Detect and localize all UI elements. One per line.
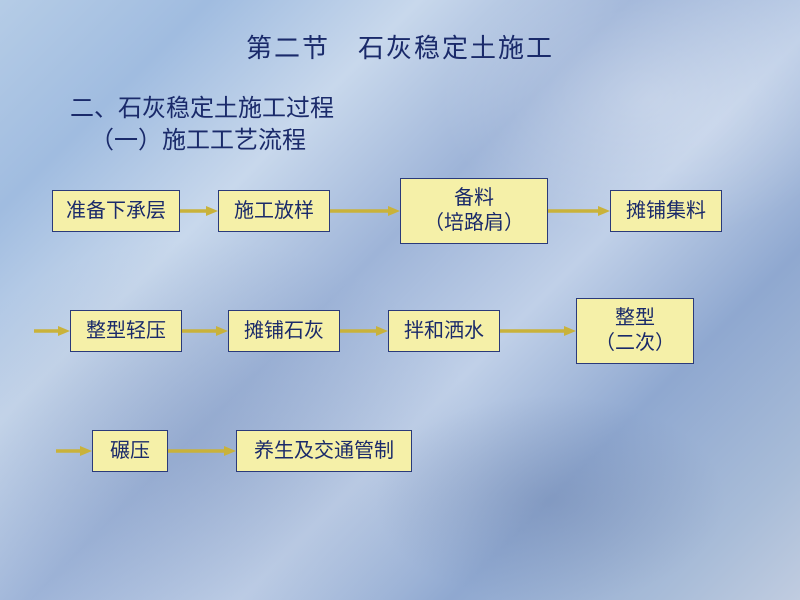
flow-node-n10: 养生及交通管制 xyxy=(236,430,412,472)
flow-arrow-6 xyxy=(498,321,578,341)
flow-node-n4: 摊铺集料 xyxy=(610,190,722,232)
flow-arrow-5 xyxy=(338,321,390,341)
flow-node-n7: 拌和洒水 xyxy=(388,310,500,352)
flow-arrow-4 xyxy=(180,321,230,341)
flow-node-n2: 施工放样 xyxy=(218,190,330,232)
flow-arrow-1 xyxy=(328,201,402,221)
flow-arrow-3 xyxy=(32,321,72,341)
section-heading-2: （一）施工工艺流程 xyxy=(90,120,306,155)
flow-arrow-0 xyxy=(178,201,220,221)
flow-node-n6: 摊铺石灰 xyxy=(228,310,340,352)
flow-arrow-7 xyxy=(54,441,94,461)
flow-node-n5: 整型轻压 xyxy=(70,310,182,352)
flow-node-n9: 碾压 xyxy=(92,430,168,472)
flow-node-n1: 准备下承层 xyxy=(52,190,180,232)
flow-node-n3: 备料（培路肩） xyxy=(400,178,548,244)
section-heading-1: 二、石灰稳定土施工过程 xyxy=(70,88,334,123)
flow-arrow-2 xyxy=(546,201,612,221)
slide-title: 第二节 石灰稳定土施工 xyxy=(0,28,800,65)
flow-node-n8: 整型（二次） xyxy=(576,298,694,364)
flow-arrow-8 xyxy=(166,441,238,461)
